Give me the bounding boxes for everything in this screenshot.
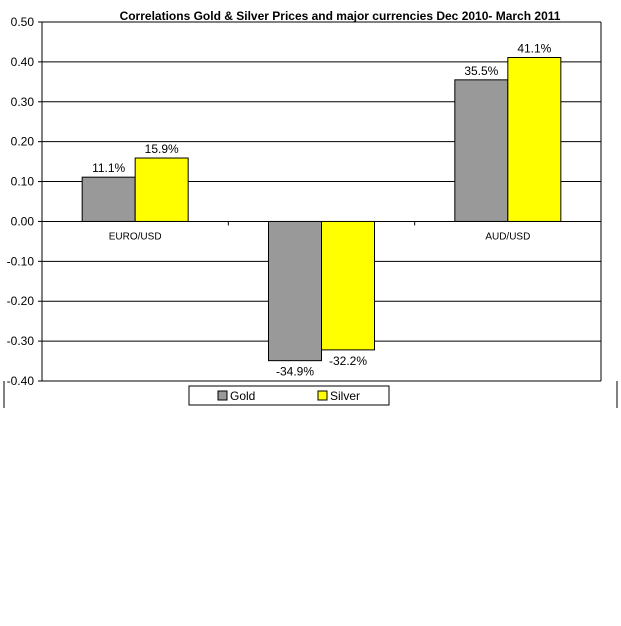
legend-swatch-silver xyxy=(317,390,328,401)
x-tick-label: AUD/USD xyxy=(485,231,530,242)
legend-label-silver: Silver xyxy=(330,389,360,403)
data-label: 35.5% xyxy=(464,64,498,78)
data-label: -32.2% xyxy=(329,354,367,368)
data-label: -34.9% xyxy=(276,365,314,379)
bar-gold xyxy=(81,176,136,222)
bar-gold xyxy=(268,220,322,362)
y-tick-label: 0.50 xyxy=(11,15,35,29)
legend-swatch-gold xyxy=(217,390,228,401)
y-tick-label: 0.00 xyxy=(11,214,35,228)
data-labels: 11.1% 15.9% -34.9% -32.2% 35.5% 41.1% xyxy=(92,42,552,379)
chart-title: Correlations Gold & Silver Prices and ma… xyxy=(120,9,561,23)
y-tick-label: -0.10 xyxy=(7,254,35,268)
data-label: 15.9% xyxy=(145,142,179,156)
y-tick-label: -0.40 xyxy=(7,374,35,388)
y-tick-label: 0.10 xyxy=(11,175,35,189)
y-tick-label: 0.20 xyxy=(11,135,35,149)
data-label: 11.1% xyxy=(92,161,125,175)
bar-silver xyxy=(321,220,375,351)
legend-label-gold: Gold xyxy=(230,389,255,403)
y-tick-label: -0.30 xyxy=(7,334,35,348)
data-label: 41.1% xyxy=(517,42,551,56)
legend: Gold Silver xyxy=(188,385,390,406)
y-tick-label: -0.20 xyxy=(7,294,35,308)
bars xyxy=(81,57,562,362)
bar-gold xyxy=(454,79,509,222)
y-tick-label: 0.30 xyxy=(11,95,35,109)
x-tick-label: EURO/USD xyxy=(109,231,162,242)
y-tick-label: 0.40 xyxy=(11,55,35,69)
legend-box xyxy=(188,385,390,406)
bar-silver xyxy=(507,57,562,222)
bar-silver xyxy=(134,157,189,222)
